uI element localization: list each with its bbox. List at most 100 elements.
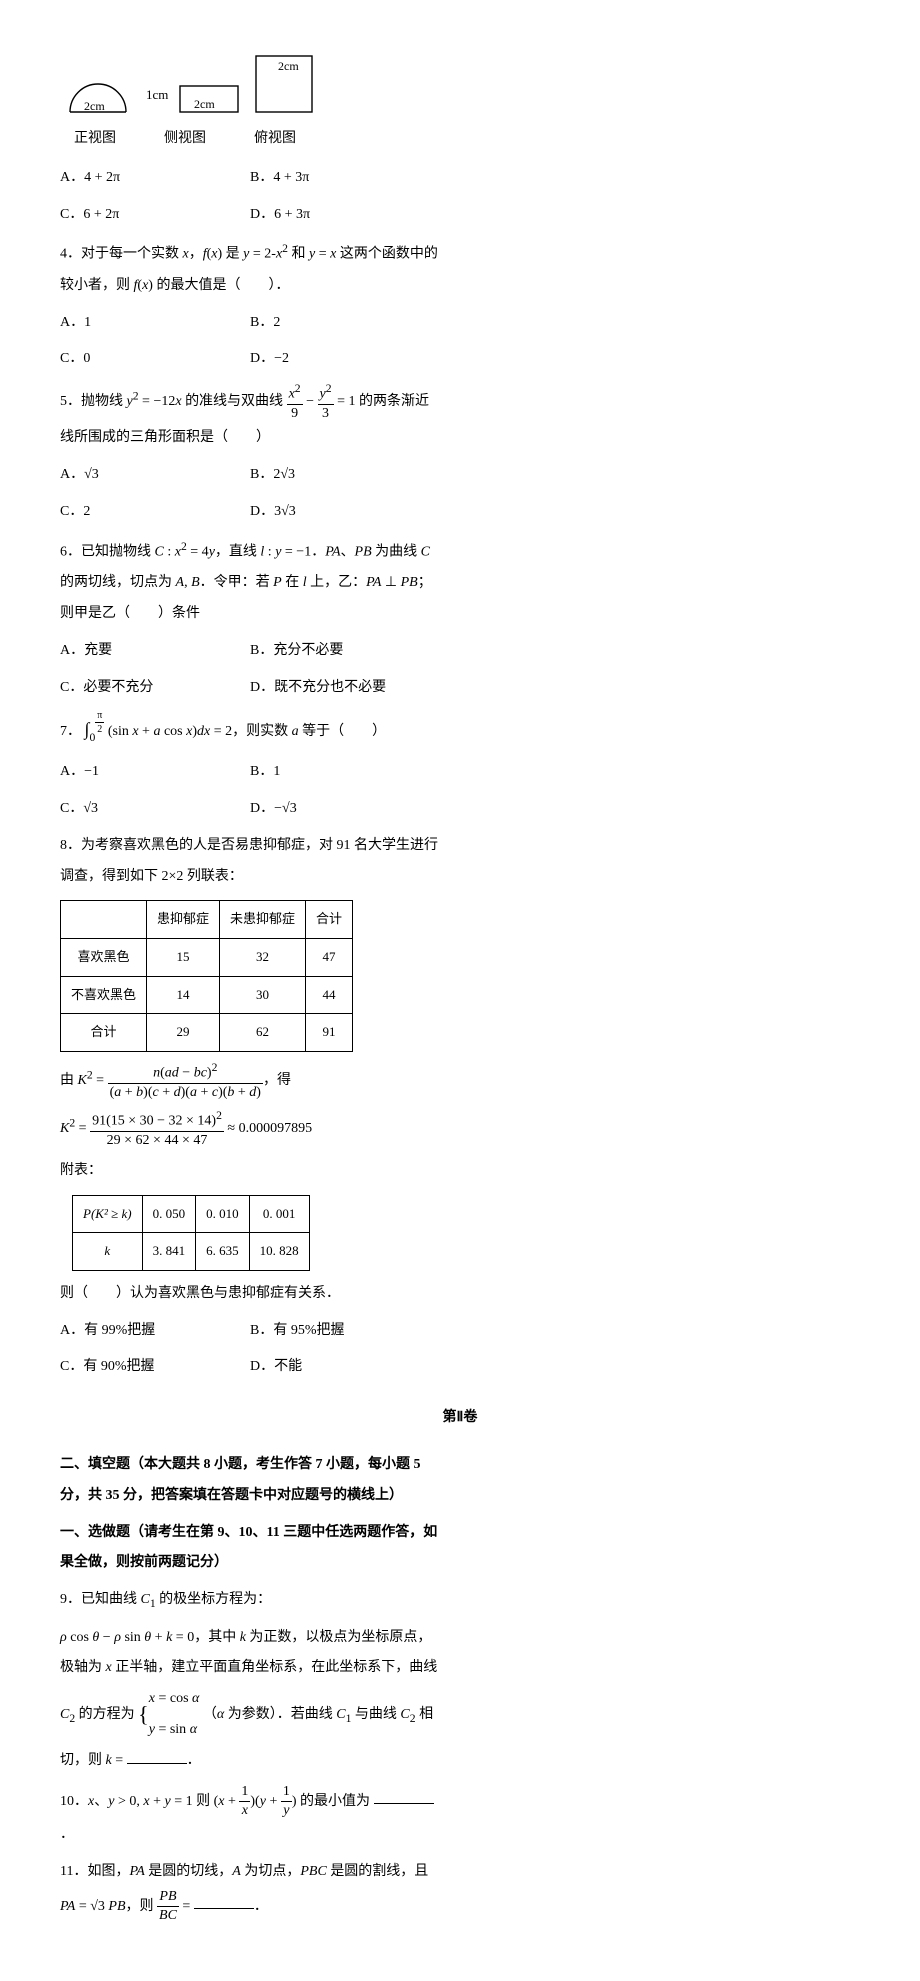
q7-opt-a: A．−1 (60, 757, 250, 788)
question-4: 4．对于每一个实数 x，f(x) 是 y = 2-x2 和 y = x 这两个函… (60, 236, 440, 301)
q8-h0 (61, 901, 147, 939)
q9-g: （ (203, 1707, 217, 1722)
q6-opt-d: D．既不充分也不必要 (250, 673, 440, 704)
front-view-label: 正视图 (74, 124, 116, 155)
q8-h3: 合计 (306, 901, 353, 939)
q4-opt-d: D．−2 (250, 344, 440, 375)
front-view-svg: 2cm (60, 70, 140, 120)
q6-opt-a: A．充要 (60, 636, 250, 667)
section-2-sub: 一、选做题（请考生在第 9、10、11 三题中任选两题作答，如果全做，则按前两题… (60, 1518, 440, 1580)
q8-r1c0: 不喜欢黑色 (61, 976, 147, 1014)
q5-opt-d: D．3√3 (250, 497, 440, 528)
q9-h: 为参数）．若曲线 (224, 1707, 336, 1722)
q10-d: ． (60, 1827, 74, 1842)
at-r2c1: 3. 841 (142, 1233, 196, 1271)
blank-11 (194, 1895, 254, 1909)
at-r2c2: 6. 635 (196, 1233, 250, 1271)
q8-r0c1: 15 (147, 938, 220, 976)
q6-i: 上，乙： (307, 575, 367, 590)
q8-h1: 患抑郁症 (147, 901, 220, 939)
attach-label: 附表： (60, 1156, 440, 1187)
q6-a: 6．已知抛物线 (60, 544, 155, 559)
q9-k: ． (187, 1753, 201, 1768)
q7-opt-d: D．−√3 (250, 794, 440, 825)
at-r2c0: k (73, 1233, 143, 1271)
dim-2cm-3: 2cm (278, 59, 299, 73)
question-8-intro: 8．为考察喜欢黑色的人是否易患抑郁症，对 91 名大学生进行调查，得到如下 2×… (60, 831, 440, 893)
q8-r0c2: 32 (220, 938, 306, 976)
q3-opt-d: D．6 + 3π (250, 200, 440, 231)
q8-r1c2: 30 (220, 976, 306, 1014)
q6-f: 的两切线，切点为 (60, 575, 176, 590)
k2-formula: 由 K2 = n(ad − bc)2(a + b)(c + d)(a + c)(… (60, 1060, 440, 1102)
q11-c: 为切点， (241, 1864, 301, 1879)
q9-f: 的方程为 (75, 1707, 138, 1722)
q8-opt-c: C．有 90%把握 (60, 1352, 250, 1383)
q7-a: 7． (60, 724, 81, 739)
q10-c: 的最小值为 (297, 1793, 374, 1808)
question-9: 9．已知曲线 C1 的极坐标方程为： (60, 1585, 440, 1616)
question-10: 10．x、y > 0, x + y = 1 则 (x + 1x)(y + 1y)… (60, 1783, 440, 1851)
q3-opt-b: B．4 + 3π (250, 163, 440, 194)
at-r1c1: 0. 050 (142, 1195, 196, 1233)
q5-opt-b: B．2√3 (250, 460, 440, 491)
k2-value: K2 = 91(15 × 30 − 32 × 14)229 × 62 × 44 … (60, 1108, 440, 1150)
at-r2c3: 10. 828 (249, 1233, 309, 1271)
attach-table: P(K² ≥ k) 0. 050 0. 010 0. 001 k 3. 841 … (72, 1195, 310, 1271)
q6-opt-b: B．充分不必要 (250, 636, 440, 667)
q3-opt-a: A．4 + 2π (60, 163, 250, 194)
q4-text-c: 是 (222, 247, 243, 262)
q8-opt-d: D．不能 (250, 1352, 440, 1383)
top-view-svg: 2cm (250, 50, 320, 120)
at-r1c3: 0. 001 (249, 1195, 309, 1233)
dim-2cm: 2cm (84, 99, 105, 113)
q8-r1c3: 44 (306, 976, 353, 1014)
q9-i: 与曲线 (351, 1707, 400, 1722)
q5-t-b: 的准线与双曲线 (182, 394, 287, 409)
q6-h: 在 (282, 575, 303, 590)
q7-opt-c: C．√3 (60, 794, 250, 825)
q6-opt-c: C．必要不充分 (60, 673, 250, 704)
q8-r2c3: 91 (306, 1014, 353, 1052)
q9-c: ，其中 (194, 1630, 240, 1645)
q11-f: ． (254, 1898, 268, 1913)
dim-2cm-2: 2cm (194, 97, 215, 111)
q4-text-d: 和 (288, 247, 309, 262)
q8-h2: 未患抑郁症 (220, 901, 306, 939)
side-view-svg: 2cm (174, 80, 244, 120)
q4-opt-b: B．2 (250, 308, 440, 339)
q8-r2c2: 62 (220, 1014, 306, 1052)
q4-text-b: ， (189, 247, 203, 262)
q4-text-a: 4．对于每一个实数 (60, 247, 183, 262)
q8-r0c0: 喜欢黑色 (61, 938, 147, 976)
q6-c: ． (311, 544, 325, 559)
q8-approx: ≈ 0.000097895 (224, 1121, 312, 1136)
question-5: 5．抛物线 y2 = −12x 的准线与双曲线 x29 − y23 = 1 的两… (60, 381, 440, 454)
section-2-title: 第Ⅱ卷 (60, 1403, 860, 1434)
question-6: 6．已知抛物线 C : x2 = 4y，直线 l : y = −1．PA、PB … (60, 534, 440, 630)
q8-opt-a: A．有 99%把握 (60, 1316, 250, 1347)
q5-opt-c: C．2 (60, 497, 250, 528)
q8-tail: 则（ ）认为喜欢黑色与患抑郁症有关系． (60, 1279, 440, 1310)
q4-text-f: 的最大值是（ ）． (153, 278, 290, 293)
q7-c: 等于（ ） (299, 724, 387, 739)
q4-opt-a: A．1 (60, 308, 250, 339)
q9-b: 的极坐标方程为： (156, 1592, 272, 1607)
q8-r1c1: 14 (147, 976, 220, 1014)
q10-b: 则 (193, 1793, 214, 1808)
blank-10 (374, 1790, 434, 1804)
q8-r2c0: 合计 (61, 1014, 147, 1052)
q3-opt-c: C．6 + 2π (60, 200, 250, 231)
q8-r0c3: 47 (306, 938, 353, 976)
at-r1c0: P(K² ≥ k) (73, 1195, 143, 1233)
q9-polar: ρ cos θ − ρ sin θ + k = 0，其中 k 为正数，以极点为坐… (60, 1623, 440, 1777)
q11-b: 是圆的切线， (145, 1864, 233, 1879)
q8-fi: 由 (60, 1073, 78, 1088)
three-view-figure: 2cm 1cm 2cm 2cm (60, 50, 440, 120)
q11-d: 是圆的割线，且 (327, 1864, 429, 1879)
q5-t-a: 5．抛物线 (60, 394, 127, 409)
q5-opt-a: A．√3 (60, 460, 250, 491)
at-r1c2: 0. 010 (196, 1195, 250, 1233)
q7-opt-b: B．1 (250, 757, 440, 788)
q8-opt-b: B．有 95%把握 (250, 1316, 440, 1347)
